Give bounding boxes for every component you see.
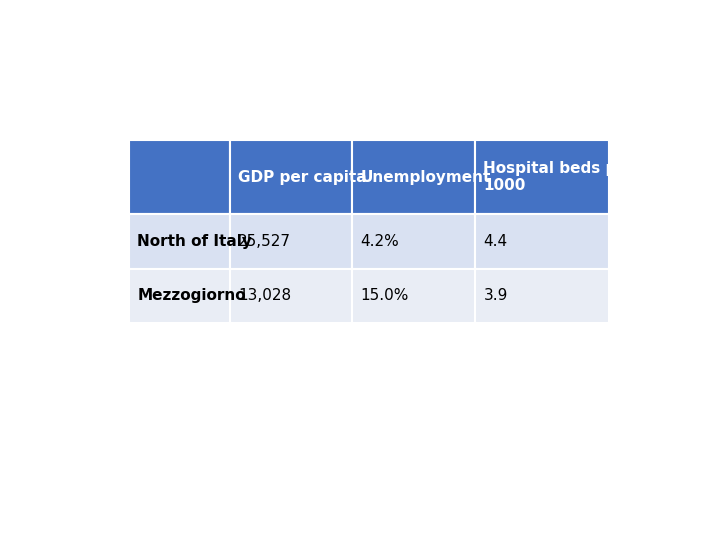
Text: North of Italy: North of Italy	[138, 234, 252, 249]
Text: 13,028: 13,028	[238, 288, 291, 303]
FancyBboxPatch shape	[352, 214, 475, 268]
FancyBboxPatch shape	[352, 268, 475, 322]
FancyBboxPatch shape	[129, 268, 230, 322]
FancyBboxPatch shape	[230, 140, 352, 214]
Text: GDP per capita: GDP per capita	[238, 170, 366, 185]
Text: 4.4: 4.4	[483, 234, 508, 249]
FancyBboxPatch shape	[129, 214, 230, 268]
Text: Mezzogiorno: Mezzogiorno	[138, 288, 246, 303]
Text: 3.9: 3.9	[483, 288, 508, 303]
FancyBboxPatch shape	[475, 268, 609, 322]
FancyBboxPatch shape	[230, 268, 352, 322]
Text: Unemployment: Unemployment	[361, 170, 491, 185]
FancyBboxPatch shape	[475, 214, 609, 268]
Text: 15.0%: 15.0%	[361, 288, 409, 303]
Text: Hospital beds per
1000: Hospital beds per 1000	[483, 161, 634, 193]
Text: 25,527: 25,527	[238, 234, 291, 249]
FancyBboxPatch shape	[230, 214, 352, 268]
FancyBboxPatch shape	[475, 140, 609, 214]
Text: 4.2%: 4.2%	[361, 234, 400, 249]
FancyBboxPatch shape	[129, 140, 230, 214]
FancyBboxPatch shape	[352, 140, 475, 214]
